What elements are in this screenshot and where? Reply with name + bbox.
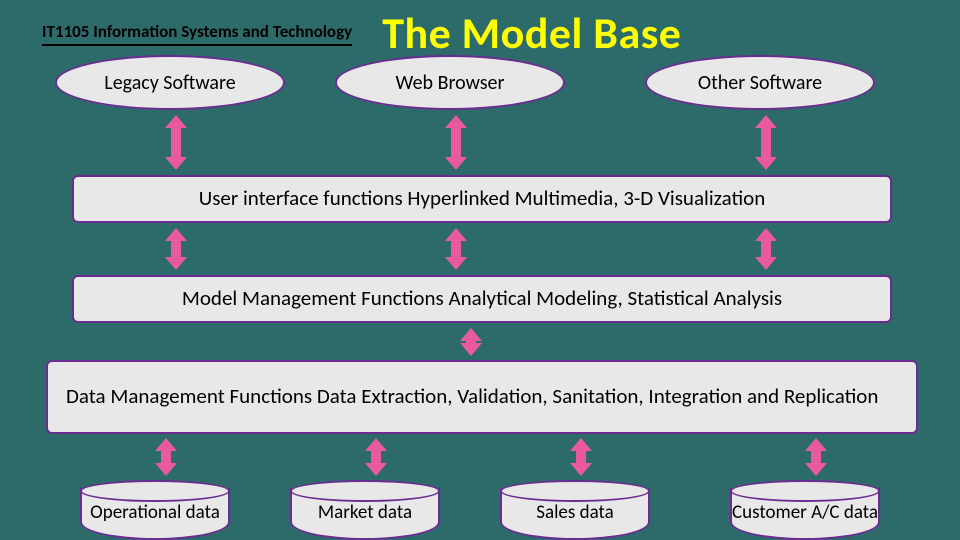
node-label: User interface functions Hyperlinked Mul… [199, 186, 766, 211]
node-label: Operational data [90, 503, 220, 524]
node-label: Sales data [536, 503, 614, 524]
slide-title: The Model Base [382, 6, 681, 60]
double-arrow-icon [755, 228, 777, 270]
double-arrow-icon [460, 328, 482, 356]
node-label: Data Management Functions Data Extractio… [66, 384, 878, 409]
double-arrow-icon [165, 115, 187, 170]
double-arrow-icon [165, 228, 187, 270]
double-arrow-icon [365, 438, 387, 476]
node-label: Legacy Software [104, 72, 235, 94]
node-ui-functions: User interface functions Hyperlinked Mul… [72, 175, 892, 223]
node-model-management: Model Management Functions Analytical Mo… [72, 275, 892, 323]
node-label: Market data [318, 503, 412, 524]
node-web-browser: Web Browser [335, 55, 565, 110]
double-arrow-icon [755, 115, 777, 170]
double-arrow-icon [805, 438, 827, 476]
cylinder-sales-data: Sales data [500, 480, 650, 540]
header: IT1105 Information Systems and Technolog… [0, 6, 960, 60]
double-arrow-icon [445, 228, 467, 270]
node-label: Web Browser [396, 72, 505, 94]
course-code: IT1105 Information Systems and Technolog… [42, 21, 352, 46]
node-label: Customer A/C data [732, 503, 878, 524]
double-arrow-icon [155, 438, 177, 476]
node-label: Model Management Functions Analytical Mo… [182, 286, 782, 311]
node-legacy-software: Legacy Software [55, 55, 285, 110]
node-label: Other Software [698, 72, 822, 94]
cylinder-operational-data: Operational data [80, 480, 230, 540]
node-data-management: Data Management Functions Data Extractio… [46, 360, 918, 434]
cylinder-customer-data: Customer A/C data [730, 480, 880, 540]
cylinder-market-data: Market data [290, 480, 440, 540]
double-arrow-icon [570, 438, 592, 476]
node-other-software: Other Software [645, 55, 875, 110]
double-arrow-icon [445, 115, 467, 170]
